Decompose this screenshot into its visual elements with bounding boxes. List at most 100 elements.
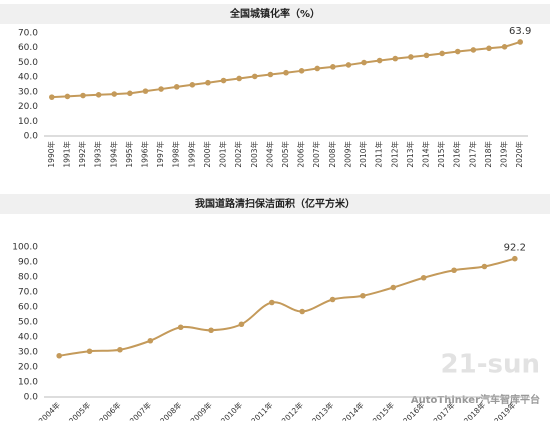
x-tick-label: 2016年: [452, 141, 462, 168]
point: [392, 55, 399, 62]
y-tick-label: 80.0: [18, 273, 38, 283]
x-tick-label: 1997年: [155, 141, 165, 168]
x-tick-label: 1993年: [93, 141, 103, 168]
x-tick-label: 2002年: [233, 141, 243, 168]
point: [501, 44, 508, 50]
y-tick-label: 30.0: [18, 348, 38, 358]
point: [420, 274, 427, 281]
point: [512, 255, 518, 262]
x-tick-label: 1995年: [124, 141, 134, 168]
x-tick-label: 2006年: [296, 141, 306, 168]
point: [49, 94, 55, 100]
y-tick-label: 10.0: [18, 117, 38, 127]
y-tick-label: 60.0: [18, 43, 38, 53]
point: [80, 92, 86, 99]
point: [314, 65, 321, 72]
series-line: [59, 257, 516, 357]
x-tick-label: 2008年: [327, 141, 337, 168]
point: [56, 352, 62, 359]
x-tick-label: 2005年: [280, 141, 290, 168]
x-tick-label: 2012年: [389, 141, 399, 168]
data-label: 63.9: [509, 26, 531, 37]
point: [299, 308, 305, 315]
x-tick-label: 2014年: [421, 141, 431, 168]
point: [251, 73, 258, 80]
point: [390, 284, 397, 291]
point: [454, 48, 461, 55]
point: [236, 75, 242, 82]
x-tick-label: 2011年: [374, 141, 384, 168]
point: [238, 321, 245, 328]
x-tick-label: 1999年: [186, 141, 196, 168]
x-tick-label: 2020年: [514, 141, 524, 168]
point: [220, 77, 227, 84]
y-tick-label: 30.0: [18, 87, 38, 97]
watermark: 21-sun: [441, 350, 540, 380]
x-tick-label: 1998年: [171, 141, 181, 168]
x-tick-label: 2015年: [436, 141, 446, 168]
point: [269, 299, 275, 306]
x-tick-label: 2004年: [264, 141, 274, 168]
point: [283, 69, 289, 76]
title-band: [0, 4, 550, 24]
y-tick-label: 20.0: [18, 363, 38, 373]
x-tick-label: 2001年: [218, 141, 228, 168]
y-tick-label: 0.0: [24, 132, 39, 142]
x-tick-label: 2018年: [483, 141, 493, 168]
y-tick-label: 50.0: [18, 58, 38, 68]
point: [205, 79, 211, 86]
title-band: [0, 194, 550, 214]
x-tick-label: 2010年: [358, 141, 368, 168]
y-tick-label: 70.0: [18, 288, 38, 298]
x-tick-label: 1990年: [46, 141, 56, 168]
y-tick-label: 90.0: [18, 258, 38, 268]
point: [267, 71, 274, 78]
point: [127, 90, 133, 97]
watermark: AutoThinker汽车智库平台: [411, 393, 540, 406]
point: [345, 62, 352, 68]
point: [481, 263, 488, 270]
point: [376, 57, 383, 64]
y-tick-label: 100.0: [12, 243, 38, 253]
x-tick-label: 2013年: [405, 141, 415, 168]
x-tick-label: 2019年: [499, 141, 509, 168]
x-tick-label: 2003年: [249, 141, 259, 168]
x-tick-label: 1994年: [108, 141, 118, 168]
y-tick-label: 20.0: [18, 102, 38, 112]
point: [142, 88, 149, 94]
point: [330, 64, 336, 70]
point: [208, 327, 214, 334]
chart-title: 全国城镇化率（%）: [229, 7, 320, 20]
y-tick-label: 0.0: [24, 393, 39, 403]
data-label: 92.2: [504, 243, 526, 254]
point: [64, 93, 71, 100]
point: [423, 52, 430, 59]
point: [173, 84, 180, 90]
point: [486, 45, 492, 52]
point: [95, 92, 102, 98]
y-tick-label: 10.0: [18, 378, 38, 388]
x-tick-label: 2007年: [311, 141, 321, 168]
y-tick-label: 60.0: [18, 303, 38, 313]
point: [111, 91, 118, 97]
point: [158, 86, 164, 92]
x-tick-label: 1991年: [61, 141, 71, 168]
point: [189, 81, 196, 88]
chart-title: 我国道路清扫保洁面积（亿平方米）: [195, 197, 355, 210]
point: [298, 68, 305, 74]
y-tick-label: 50.0: [18, 318, 38, 328]
y-tick-label: 70.0: [18, 29, 38, 39]
point: [86, 348, 93, 355]
point: [329, 296, 336, 303]
y-tick-label: 40.0: [18, 73, 38, 83]
point: [439, 50, 445, 57]
point: [117, 346, 123, 353]
x-tick-label: 2000年: [202, 141, 212, 168]
point: [517, 39, 523, 45]
point: [360, 292, 366, 299]
x-tick-label: 1992年: [77, 141, 87, 168]
point: [177, 324, 184, 331]
x-tick-label: 2017年: [467, 141, 477, 168]
x-tick-label: 1996年: [139, 141, 149, 168]
